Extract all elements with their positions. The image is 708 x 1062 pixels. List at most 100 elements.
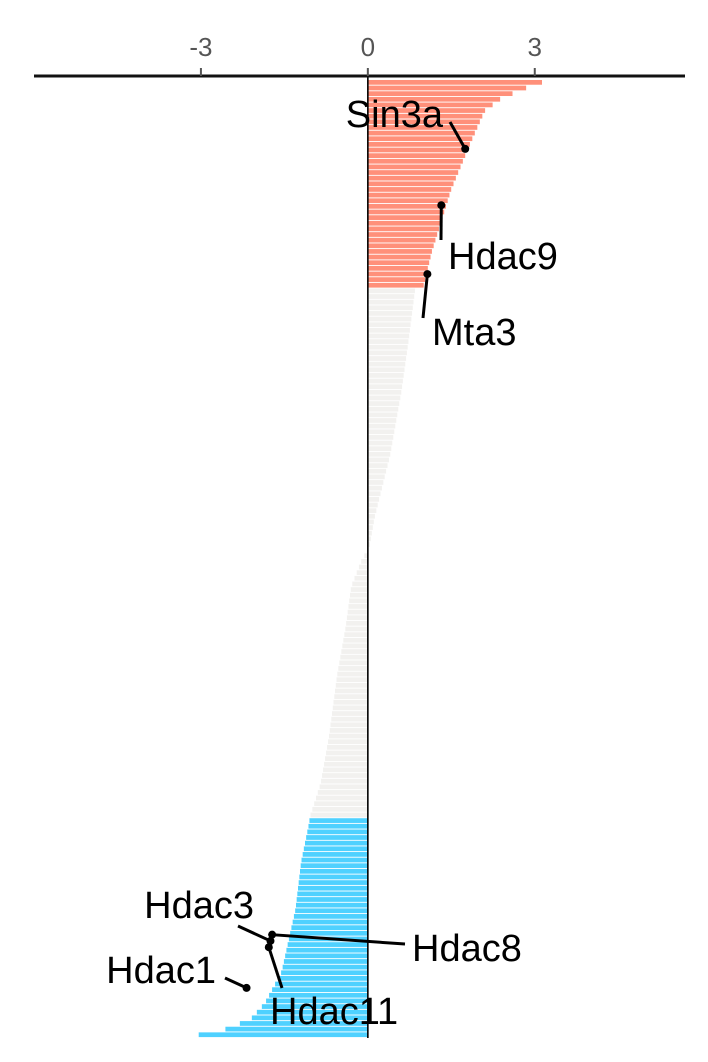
bar (367, 271, 427, 277)
bar (323, 767, 368, 773)
bar (352, 581, 368, 587)
bar (308, 823, 368, 829)
bar (295, 902, 368, 908)
bar (317, 790, 368, 795)
bar (367, 423, 396, 429)
bar (367, 536, 371, 542)
bar (326, 750, 368, 756)
bar (198, 1032, 368, 1038)
bar (292, 919, 368, 925)
bar (314, 801, 368, 807)
bar (297, 885, 368, 891)
bar (367, 367, 405, 373)
bar (367, 389, 402, 395)
bar (225, 1026, 368, 1032)
annotation-connector (237, 924, 272, 943)
bar (367, 508, 377, 514)
bar (367, 542, 370, 547)
bar (367, 440, 393, 446)
bar (367, 525, 373, 530)
bar (266, 998, 368, 1004)
bar (367, 395, 401, 401)
bar (367, 350, 407, 356)
annotation-connector (272, 933, 406, 946)
bar (341, 649, 368, 654)
bar (332, 705, 368, 711)
bar (367, 136, 473, 142)
bar (367, 322, 411, 328)
bar (302, 852, 368, 857)
bar (297, 891, 368, 897)
bar (345, 626, 368, 632)
bar (367, 282, 424, 288)
bar (367, 457, 389, 463)
bar (337, 671, 368, 677)
gene-label-hdac1: Hdac1 (106, 950, 216, 992)
bar (367, 361, 406, 367)
bar (339, 660, 368, 666)
annotation-connector (448, 121, 467, 150)
bar (315, 795, 368, 801)
bar (367, 158, 463, 164)
bar (367, 530, 372, 536)
bar (367, 265, 428, 271)
bar (367, 463, 388, 468)
bar (367, 232, 438, 237)
bar (367, 119, 480, 125)
gene-label-hdac8: Hdac8 (412, 928, 522, 970)
bar (261, 1004, 368, 1009)
bar (304, 840, 368, 846)
bar (367, 192, 450, 198)
bar (367, 378, 403, 384)
annotation-point (242, 983, 251, 992)
bar (293, 914, 368, 919)
bar (367, 384, 403, 390)
bar (367, 108, 486, 113)
bar (319, 784, 368, 790)
bar (367, 316, 412, 322)
bar (324, 761, 368, 767)
bar (367, 237, 436, 243)
bar (367, 305, 413, 311)
bar (344, 632, 368, 637)
bar (251, 1015, 368, 1021)
bar (321, 778, 368, 784)
bar (303, 846, 368, 852)
bar (283, 959, 368, 964)
bar (298, 880, 368, 885)
bar (367, 468, 387, 474)
bar (336, 677, 368, 683)
bar (367, 141, 470, 147)
bar (367, 491, 381, 497)
bar (346, 620, 368, 626)
bar (367, 254, 431, 260)
bar (367, 175, 456, 181)
annotation-point (268, 930, 277, 939)
gene-label-sin3a: Sin3a (346, 94, 444, 136)
bar (325, 756, 368, 761)
gene-annotations: Sin3a Hdac9 Mta3 Hdac3 Hdac8 Hdac1 Hdac11 (106, 94, 558, 1033)
bar (367, 406, 399, 412)
bar (330, 722, 368, 728)
bar (367, 412, 398, 418)
gene-label-hdac3: Hdac3 (144, 885, 254, 927)
bars-layer (198, 80, 543, 1038)
bar (346, 615, 368, 621)
bar (367, 209, 445, 215)
bar (367, 243, 434, 249)
bar (367, 333, 410, 339)
bar (310, 812, 368, 818)
bar (367, 277, 426, 282)
bar (342, 643, 368, 649)
bar (327, 744, 368, 750)
bar (367, 435, 394, 440)
bar (367, 418, 397, 423)
bar (256, 1009, 368, 1015)
bar (269, 992, 368, 998)
bar (367, 451, 391, 457)
bar (367, 102, 493, 108)
bar (329, 728, 368, 733)
bar (347, 609, 368, 615)
bar (329, 733, 368, 739)
